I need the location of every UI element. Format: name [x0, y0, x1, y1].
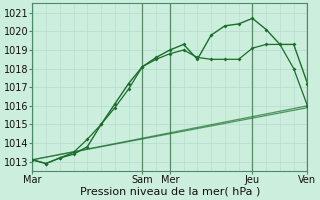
X-axis label: Pression niveau de la mer( hPa ): Pression niveau de la mer( hPa ): [80, 187, 260, 197]
